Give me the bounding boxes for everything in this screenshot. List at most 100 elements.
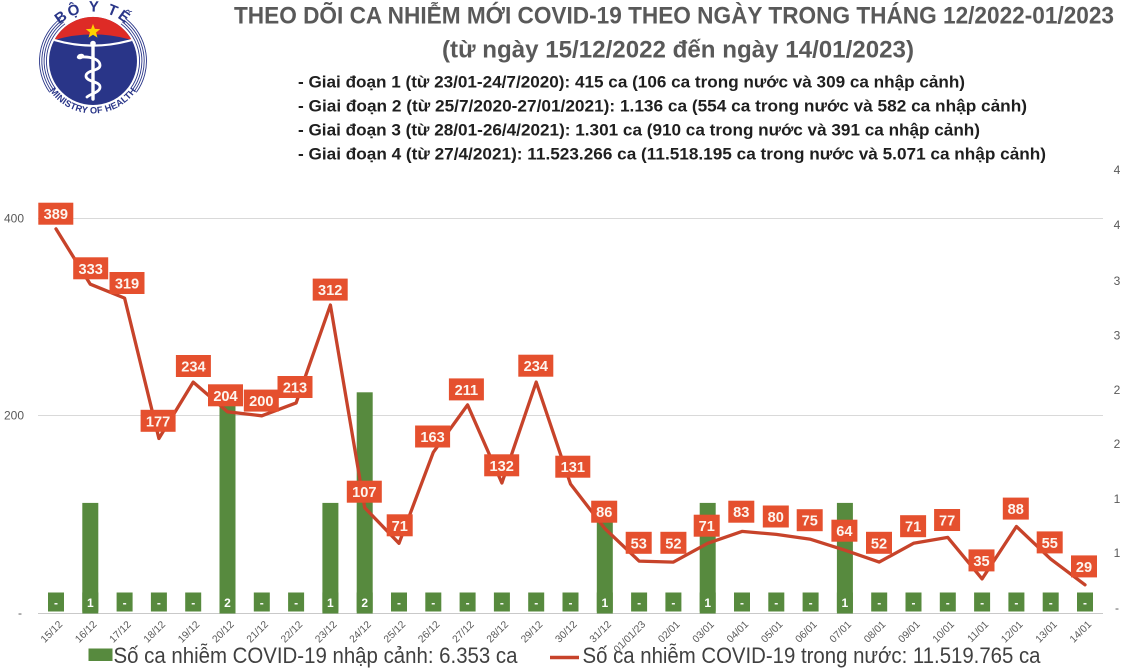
svg-text:52: 52 — [665, 536, 681, 552]
svg-text:-: - — [1083, 596, 1087, 610]
svg-text:14/01: 14/01 — [1068, 619, 1094, 645]
svg-text:03/01: 03/01 — [691, 619, 717, 645]
svg-text:2: 2 — [1114, 437, 1121, 451]
svg-text:-: - — [260, 596, 264, 610]
svg-text:2: 2 — [361, 596, 368, 610]
svg-text:Số ca nhiễm COVID-19 trong nướ: Số ca nhiễm COVID-19 trong nước: 11.519.… — [583, 643, 1042, 668]
svg-text:1: 1 — [842, 596, 849, 610]
svg-text:333: 333 — [79, 262, 103, 278]
svg-text:35: 35 — [973, 554, 989, 570]
svg-text:3: 3 — [1114, 274, 1121, 288]
svg-text:3: 3 — [1114, 329, 1121, 343]
svg-text:-: - — [809, 596, 813, 610]
svg-text:08/01: 08/01 — [862, 619, 888, 645]
svg-text:05/01: 05/01 — [759, 619, 785, 645]
svg-text:-: - — [431, 596, 435, 610]
svg-text:12/01: 12/01 — [1000, 619, 1026, 645]
svg-text:23/12: 23/12 — [314, 619, 340, 645]
svg-text:18/12: 18/12 — [142, 619, 168, 645]
svg-text:13/01: 13/01 — [1034, 619, 1060, 645]
svg-text:107: 107 — [352, 485, 376, 501]
svg-text:55: 55 — [1042, 536, 1058, 552]
svg-text:20/12: 20/12 — [211, 619, 237, 645]
svg-text:29/12: 29/12 — [519, 619, 545, 645]
svg-text:163: 163 — [420, 430, 444, 446]
svg-text:-: - — [123, 596, 127, 610]
svg-text:29: 29 — [1076, 560, 1092, 576]
svg-text:400: 400 — [4, 212, 24, 226]
svg-text:07/01: 07/01 — [828, 619, 854, 645]
svg-text:83: 83 — [733, 505, 749, 521]
svg-text:71: 71 — [392, 519, 408, 535]
svg-text:213: 213 — [283, 381, 307, 397]
svg-text:-: - — [157, 596, 161, 610]
svg-text:- Giai đoạn 3 (từ 28/01-26/4/2: - Giai đoạn 3 (từ 28/01-26/4/2021): 1.30… — [298, 121, 980, 140]
svg-text:06/01: 06/01 — [794, 619, 820, 645]
svg-text:132: 132 — [490, 459, 514, 475]
svg-text:28/12: 28/12 — [485, 619, 511, 645]
svg-text:389: 389 — [44, 207, 68, 223]
svg-text:25/12: 25/12 — [382, 619, 408, 645]
svg-text:-: - — [1115, 601, 1119, 615]
svg-text:4: 4 — [1114, 163, 1121, 177]
svg-text:30/12: 30/12 — [554, 619, 580, 645]
svg-text:-: - — [191, 596, 195, 610]
svg-text:64: 64 — [836, 524, 853, 540]
svg-text:-: - — [946, 596, 950, 610]
svg-text:04/01: 04/01 — [725, 619, 751, 645]
svg-text:-: - — [774, 596, 778, 610]
svg-text:-: - — [1049, 596, 1053, 610]
svg-text:26/12: 26/12 — [416, 619, 442, 645]
svg-text:86: 86 — [596, 505, 612, 521]
svg-text:22/12: 22/12 — [279, 619, 305, 645]
svg-text:200: 200 — [4, 409, 24, 423]
svg-text:1: 1 — [704, 596, 711, 610]
svg-text:Số ca nhiễm COVID-19 nhập cảnh: Số ca nhiễm COVID-19 nhập cảnh: 6.353 ca — [114, 643, 519, 668]
svg-text:71: 71 — [699, 519, 715, 535]
svg-text:-: - — [569, 596, 573, 610]
svg-text:131: 131 — [561, 460, 585, 476]
svg-text:-: - — [877, 596, 881, 610]
svg-text:THEO DÕI CA NHIỄM MỚI COVID-19: THEO DÕI CA NHIỄM MỚI COVID-19 THEO NGÀY… — [234, 1, 1114, 30]
svg-text:- Giai đoạn 1 (từ 23/01-24/7/2: - Giai đoạn 1 (từ 23/01-24/7/2020): 415 … — [298, 73, 965, 92]
svg-text:(từ ngày 15/12/2022 đến ngày 1: (từ ngày 15/12/2022 đến ngày 14/01/2023) — [442, 37, 914, 64]
svg-text:15/12: 15/12 — [39, 619, 65, 645]
svg-text:204: 204 — [213, 389, 238, 405]
svg-text:234: 234 — [524, 359, 549, 375]
svg-text:-: - — [671, 596, 675, 610]
svg-text:17/12: 17/12 — [108, 619, 134, 645]
svg-text:31/12: 31/12 — [588, 619, 614, 645]
svg-text:-: - — [1014, 596, 1018, 610]
svg-text:53: 53 — [631, 536, 647, 552]
svg-text:- Giai đoạn 4 (từ 27/4/2021):: - Giai đoạn 4 (từ 27/4/2021): 11.523.266… — [298, 145, 1046, 164]
svg-text:-: - — [740, 596, 744, 610]
svg-text:1: 1 — [601, 596, 608, 610]
svg-text:27/12: 27/12 — [451, 619, 477, 645]
svg-text:1: 1 — [1114, 546, 1121, 560]
svg-text:88: 88 — [1008, 502, 1024, 518]
svg-text:234: 234 — [181, 360, 206, 376]
svg-text:1: 1 — [327, 596, 334, 610]
svg-text:-: - — [466, 596, 470, 610]
svg-text:77: 77 — [939, 514, 955, 530]
svg-text:21/12: 21/12 — [245, 619, 271, 645]
svg-text:4: 4 — [1114, 218, 1121, 232]
svg-text:-: - — [54, 596, 58, 610]
svg-text:71: 71 — [905, 520, 921, 536]
svg-text:16/12: 16/12 — [73, 619, 99, 645]
svg-text:319: 319 — [115, 277, 139, 293]
svg-text:-: - — [534, 596, 538, 610]
svg-text:-: - — [18, 606, 22, 620]
svg-text:09/01: 09/01 — [897, 619, 923, 645]
svg-text:75: 75 — [802, 514, 818, 530]
svg-text:52: 52 — [871, 536, 887, 552]
svg-text:2: 2 — [224, 596, 231, 610]
svg-text:-: - — [500, 596, 504, 610]
svg-text:312: 312 — [318, 283, 342, 299]
svg-text:211: 211 — [455, 383, 479, 399]
svg-text:1: 1 — [1114, 492, 1121, 506]
svg-text:24/12: 24/12 — [348, 619, 374, 645]
svg-text:10/01: 10/01 — [931, 619, 957, 645]
svg-text:200: 200 — [249, 394, 273, 410]
svg-text:-: - — [637, 596, 641, 610]
